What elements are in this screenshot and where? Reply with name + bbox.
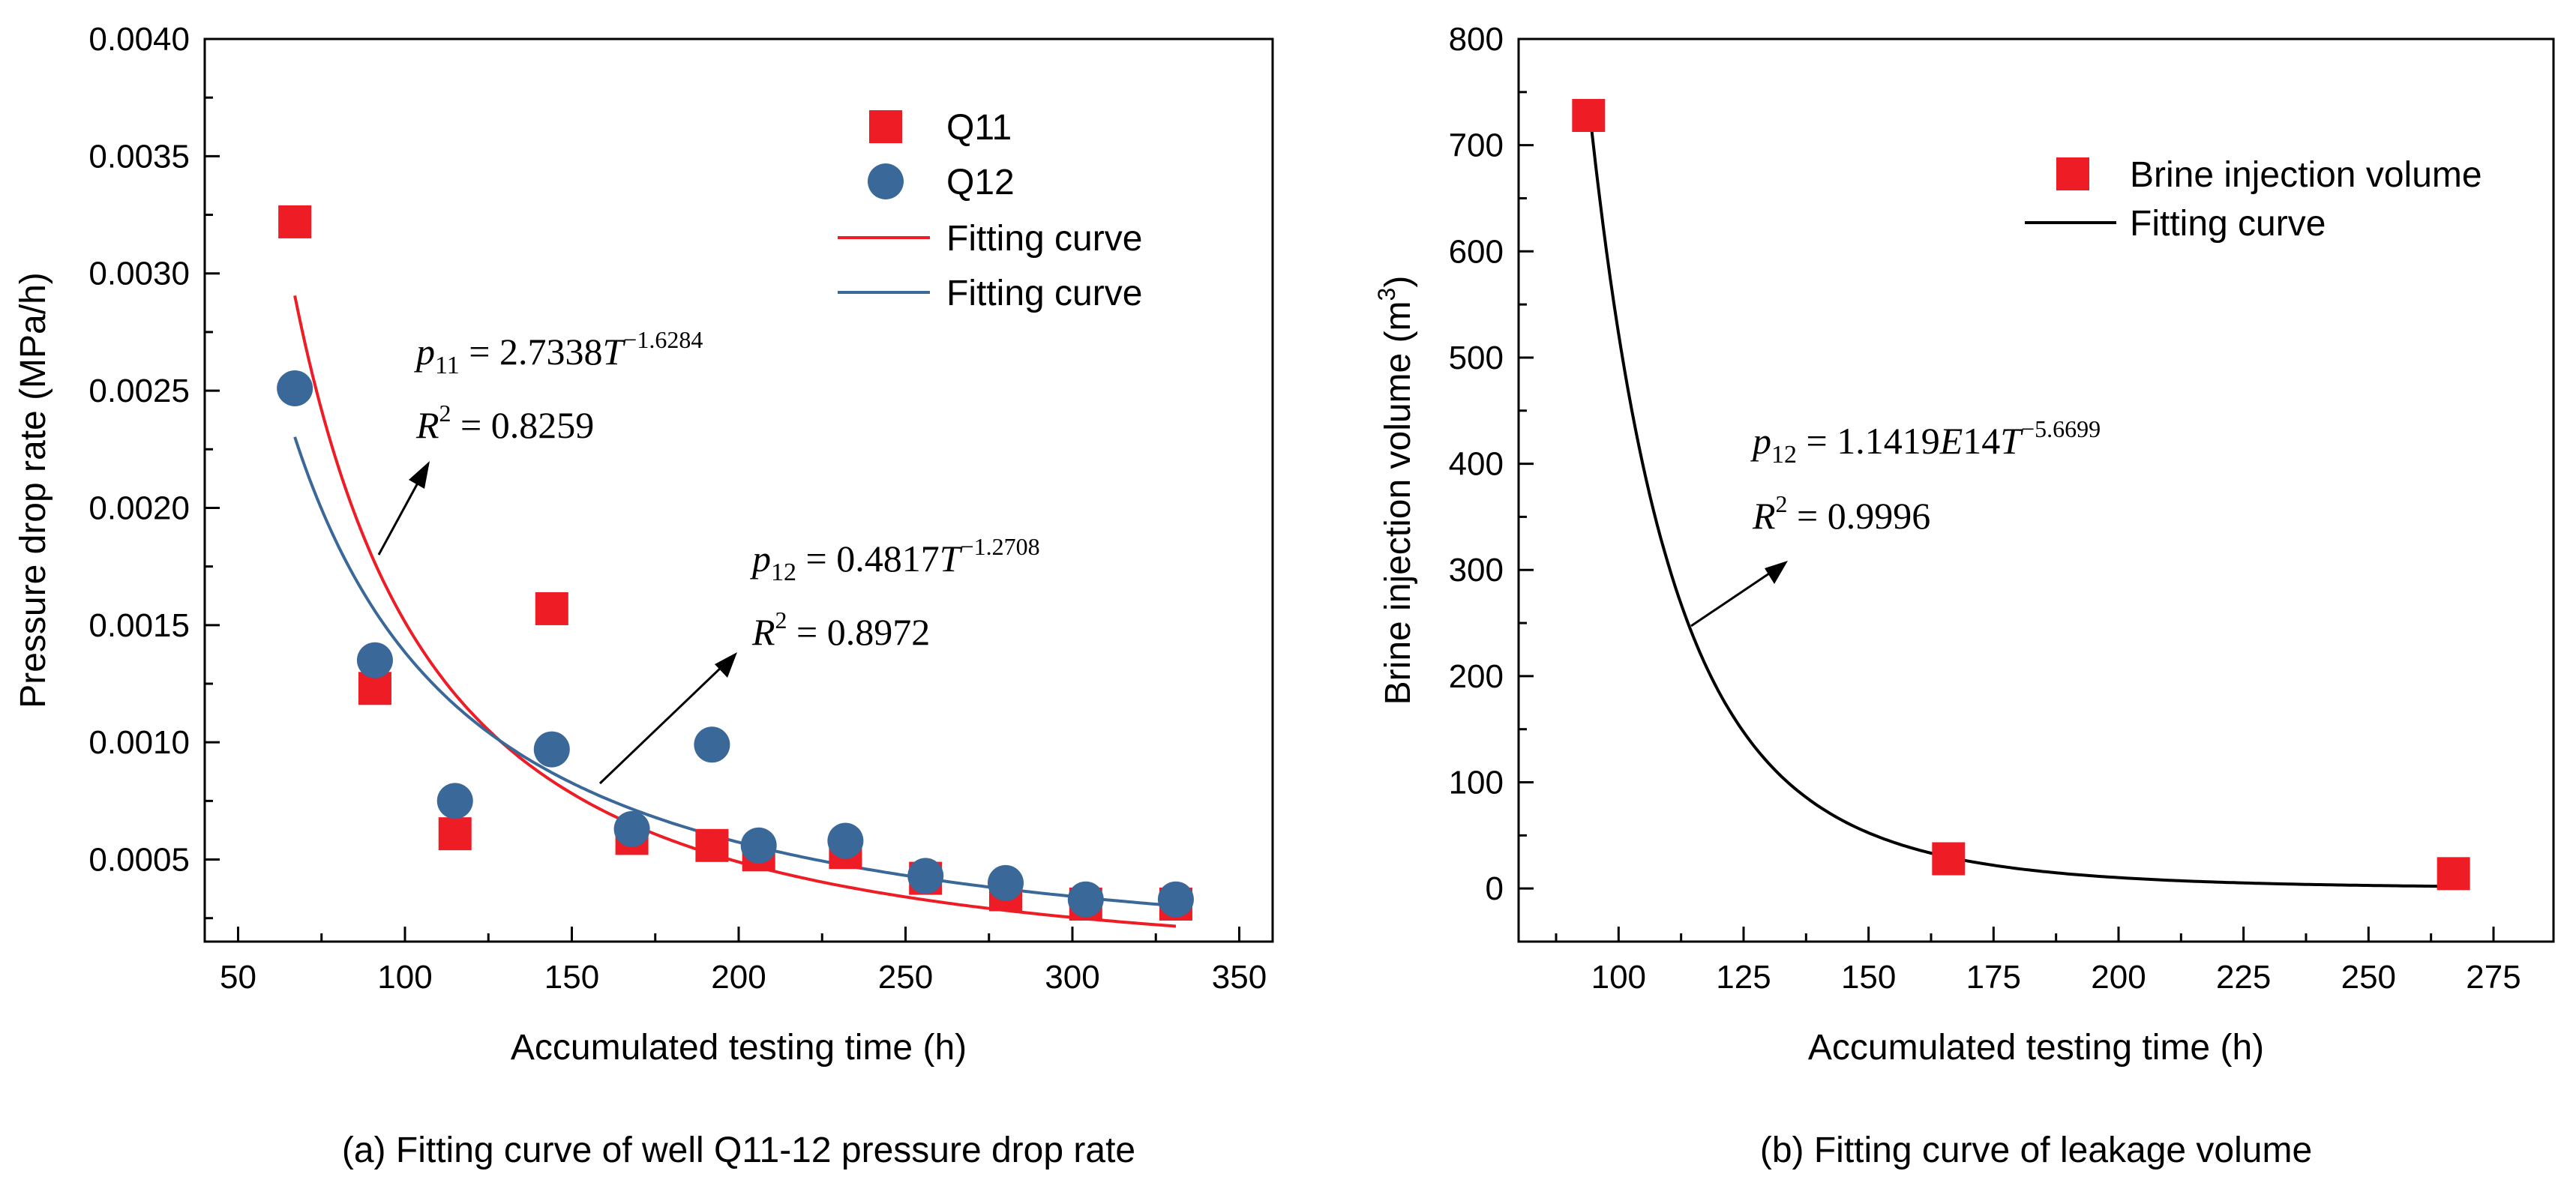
data-point-q12 bbox=[277, 370, 313, 406]
data-point-brine-injection-volume bbox=[1932, 842, 1966, 876]
x-tick-label: 200 bbox=[2091, 959, 2146, 996]
data-point-q12 bbox=[613, 810, 650, 847]
chart-b-equation: p12 = 1.1419E14T−5.6699 R2 = 0.9996 bbox=[1750, 415, 2101, 537]
chart-a-arrow-p11 bbox=[377, 461, 430, 556]
chart-a-equation-p12: p12 = 0.4817T−1.2708 R2 = 0.8972 bbox=[750, 533, 1040, 653]
x-tick-label: 225 bbox=[2216, 959, 2271, 996]
chart-a-equation-p11: p11 = 2.7338T−1.6284 R2 = 0.8259 bbox=[414, 326, 703, 446]
y-tick-label: 0.0010 bbox=[88, 724, 190, 761]
chart-a-caption: (a) Fitting curve of well Q11-12 pressur… bbox=[342, 1131, 1135, 1170]
chart-a-plot-frame bbox=[203, 37, 1274, 943]
chart-a-x-axis-label: Accumulated testing time (h) bbox=[511, 1028, 967, 1068]
x-tick-label: 350 bbox=[1212, 959, 1267, 996]
y-tick-label: 0.0020 bbox=[88, 490, 190, 526]
y-tick-label: 800 bbox=[1449, 21, 1504, 58]
legend-swatch-q11 bbox=[869, 110, 902, 143]
chart-b-arrow bbox=[1690, 561, 1788, 627]
legend-label-q12: Q12 bbox=[946, 163, 1015, 202]
chart-b-x-axis-label: Accumulated testing time (h) bbox=[1808, 1028, 2264, 1068]
y-tick-label: 200 bbox=[1449, 658, 1504, 695]
legend-swatch-q12 bbox=[868, 163, 904, 199]
x-tick-label: 100 bbox=[377, 959, 432, 996]
y-tick-label: 700 bbox=[1449, 127, 1504, 164]
data-point-q12 bbox=[436, 783, 473, 819]
chart-b-plot-frame bbox=[1517, 37, 2555, 943]
data-point-q11 bbox=[278, 205, 312, 238]
legend-label-q11: Q11 bbox=[946, 108, 1012, 148]
legend-label-fit-1: Fitting curve bbox=[946, 219, 1142, 259]
data-point-q12 bbox=[827, 822, 864, 859]
y-tick-label: 0.0025 bbox=[88, 373, 190, 409]
chart-a-y-axis-label: Pressure drop rate (MPa/h) bbox=[13, 272, 53, 708]
y-tick-label: 0.0040 bbox=[88, 21, 190, 58]
chart-a-legend: Q11 Q12 Fitting curve Fitting curve bbox=[838, 108, 1142, 313]
x-tick-label: 250 bbox=[2341, 959, 2396, 996]
svg-text:R2 = 0.8259: R2 = 0.8259 bbox=[415, 400, 594, 446]
x-tick-label: 150 bbox=[1841, 959, 1896, 996]
fitting-curve-1 bbox=[1587, 100, 2454, 888]
y-tick-label: 0.0035 bbox=[88, 138, 190, 175]
data-point-brine-injection-volume bbox=[1572, 98, 1606, 132]
x-tick-label: 200 bbox=[711, 959, 766, 996]
fitting-curve-2 bbox=[293, 436, 1177, 908]
y-tick-label: 300 bbox=[1449, 552, 1504, 588]
data-point-q12 bbox=[907, 858, 944, 894]
data-point-q12 bbox=[988, 864, 1024, 901]
y-tick-label: 0 bbox=[1486, 870, 1504, 907]
x-tick-label: 250 bbox=[878, 959, 933, 996]
data-point-q11 bbox=[535, 591, 568, 625]
legend-label-brine: Brine injection volume bbox=[2130, 155, 2482, 195]
y-tick-label: 0.0005 bbox=[88, 842, 190, 879]
data-point-q12 bbox=[694, 726, 730, 763]
svg-text:p12 = 0.4817T−1.2708: p12 = 0.4817T−1.2708 bbox=[750, 533, 1040, 586]
y-tick-label: 600 bbox=[1449, 233, 1504, 270]
data-point-q12 bbox=[1157, 881, 1194, 918]
x-tick-label: 100 bbox=[1591, 959, 1646, 996]
chart-b-legend: Brine injection volume Fitting curve bbox=[2025, 155, 2482, 244]
svg-text:R2 = 0.9996: R2 = 0.9996 bbox=[1752, 490, 1930, 537]
fitting-curve-1 bbox=[293, 295, 1177, 928]
y-tick-label: 0.0030 bbox=[88, 256, 190, 292]
y-tick-label: 400 bbox=[1449, 446, 1504, 483]
y-tick-label: 0.0015 bbox=[88, 607, 190, 644]
x-tick-label: 150 bbox=[544, 959, 599, 996]
chart-a: 50 100 150 200 250 300 350 0.0005 0.0010 0.0015 0… bbox=[13, 21, 1274, 1170]
chart-b: 100 125 150 175 200 225 250 275 0 100 200 300 400 50… bbox=[1373, 21, 2555, 1170]
x-tick-label: 175 bbox=[1966, 959, 2021, 996]
svg-text:R2 = 0.8972: R2 = 0.8972 bbox=[751, 606, 930, 653]
data-point-q11 bbox=[438, 817, 472, 851]
chart-b-caption: (b) Fitting curve of leakage volume bbox=[1760, 1131, 2312, 1170]
svg-text:p11 = 2.7338T−1.6284: p11 = 2.7338T−1.6284 bbox=[414, 326, 703, 379]
data-point-q12 bbox=[356, 642, 393, 678]
x-tick-label: 275 bbox=[2466, 959, 2521, 996]
legend-label-fit: Fitting curve bbox=[2130, 204, 2326, 244]
x-tick-label: 300 bbox=[1045, 959, 1099, 996]
chart-b-y-axis-label: Brine injection volume (m3) bbox=[1373, 276, 1418, 705]
legend-label-fit-2: Fitting curve bbox=[946, 274, 1142, 313]
data-point-q11 bbox=[695, 828, 729, 862]
data-point-q12 bbox=[533, 731, 570, 768]
x-tick-label: 125 bbox=[1716, 959, 1771, 996]
y-tick-label: 500 bbox=[1449, 340, 1504, 376]
data-point-q12 bbox=[740, 827, 777, 864]
y-tick-label: 100 bbox=[1449, 765, 1504, 801]
legend-swatch-brine bbox=[2056, 157, 2089, 190]
x-tick-label: 50 bbox=[220, 959, 256, 996]
data-point-brine-injection-volume bbox=[2437, 857, 2470, 891]
svg-text:p12 = 1.1419E14T−5.6699: p12 = 1.1419E14T−5.6699 bbox=[1750, 415, 2101, 469]
data-point-q12 bbox=[1067, 881, 1104, 918]
chart-a-arrow-p12 bbox=[598, 652, 737, 785]
